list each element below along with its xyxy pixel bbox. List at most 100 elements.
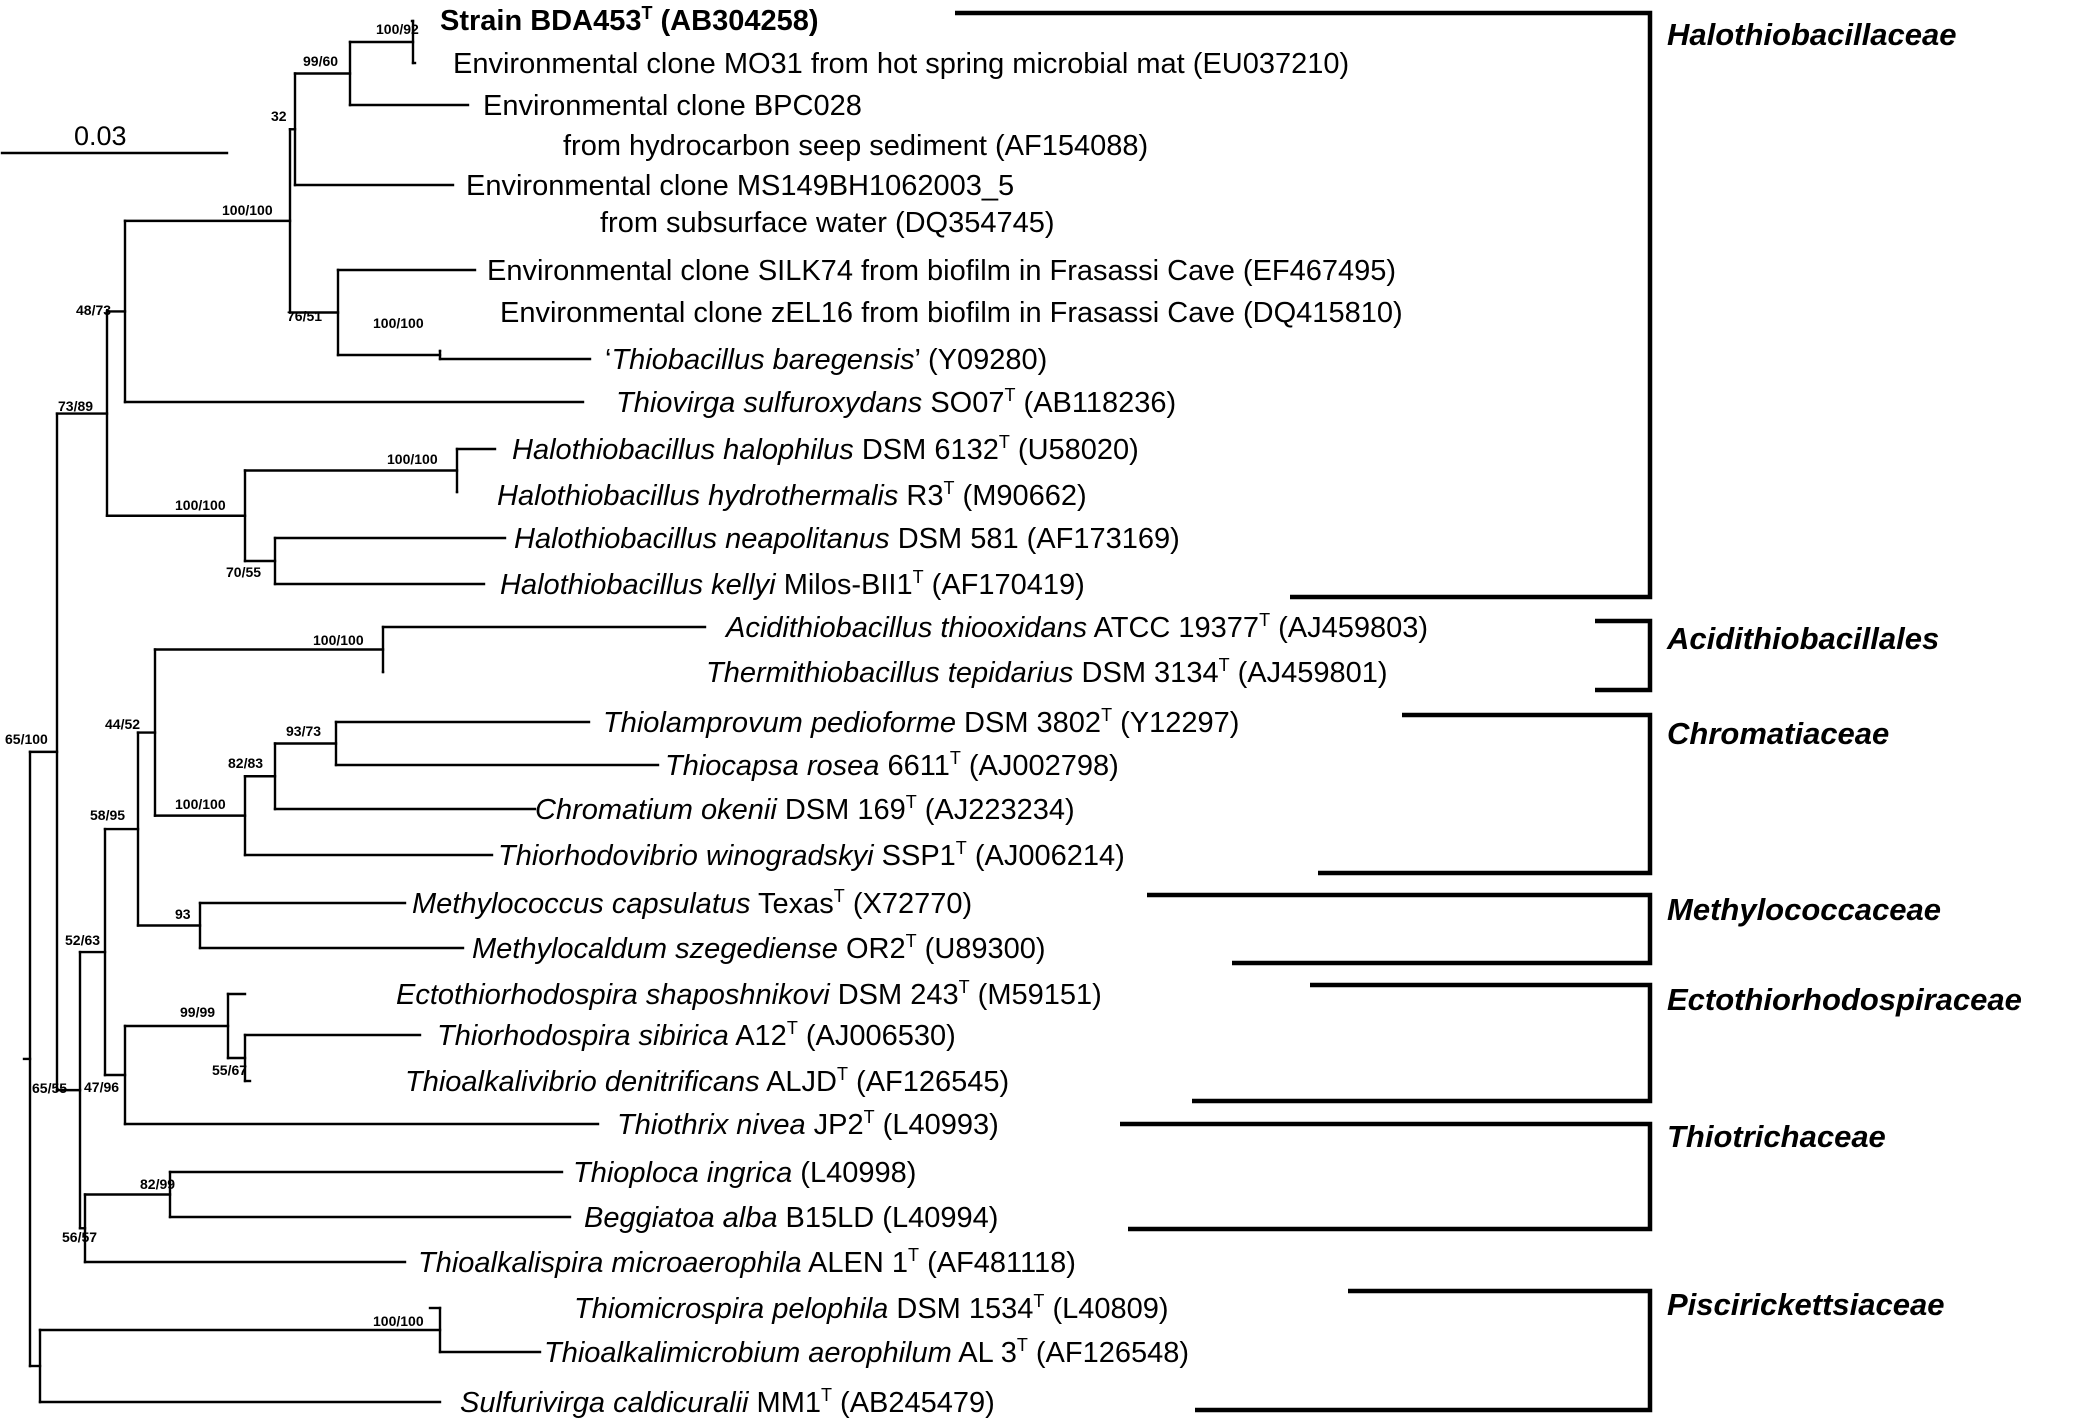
tree-branches (22, 19, 707, 1404)
bracket-methylococcaceae (1147, 892, 1653, 966)
bracket-piscirickettsiaceae (1195, 1288, 1653, 1413)
leaf-label-part: (AJ006530) (798, 1020, 956, 1052)
leaf-label-part: B15LD (L40994) (778, 1202, 999, 1234)
support-value: 56/57 (62, 1229, 97, 1245)
type-strain-marker: T (1259, 610, 1270, 630)
leaf-label-part: Thiocapsa rosea (665, 750, 879, 782)
support-value: 52/63 (65, 932, 100, 948)
leaf-label-part: Environmental clone MO31 from hot spring… (453, 48, 1349, 80)
type-strain-marker: T (821, 1385, 832, 1405)
bracket-acidithiobacillales (1595, 618, 1653, 693)
support-value: 100/100 (222, 202, 273, 218)
leaf-label-part: Thioalkalivibrio denitrificans (405, 1066, 760, 1098)
family-label-piscirickettsiaceae: Piscirickettsiaceae (1667, 1287, 1945, 1322)
leaf-label-part: Sulfurivirga caldicuralii (460, 1387, 750, 1419)
family-label-thiotrichaceae: Thiotrichaceae (1667, 1119, 1886, 1154)
leaf-label-part: (L40809) (1044, 1293, 1168, 1325)
leaf-label-part: Thermithiobacillus tepidarius (706, 657, 1074, 689)
support-value: 47/96 (84, 1079, 119, 1095)
leaf-label-part: Thiolamprovum pedioforme (603, 707, 956, 739)
support-value: 48/73 (76, 302, 111, 318)
leaf-label: from hydrocarbon seep sediment (AF154088… (563, 130, 1148, 162)
leaf-label: Chromatium okenii DSM 169T (AJ223234) (535, 792, 1075, 826)
support-value: 65/55 (32, 1080, 67, 1096)
family-label-methylococcaceae: Methylococcaceae (1667, 892, 1941, 927)
leaf-label-part: OR2 (838, 933, 906, 965)
leaf-label: Thiolamprovum pedioforme DSM 3802T (Y122… (603, 705, 1239, 739)
support-value: 100/92 (376, 21, 419, 37)
leaf-label: Methylococcus capsulatus TexasT (X72770) (412, 886, 972, 920)
leaf-label-part: Environmental clone SILK74 from biofilm … (487, 255, 1396, 287)
scale-bar: 0.03 (0, 121, 229, 155)
leaf-label-part: DSM 169 (777, 794, 906, 826)
leaf-label-part: ‘ (605, 344, 611, 376)
leaf-label-part: (U58020) (1010, 434, 1139, 466)
leaf-label-part: Environmental clone MS149BH1062003_5 (466, 170, 1014, 202)
leaf-label-part: (M90662) (955, 480, 1087, 512)
leaf-label-part: Thiorhodospira sibirica (437, 1020, 729, 1052)
type-strain-marker: T (1219, 655, 1230, 675)
leaf-label-part: DSM 581 (AF173169) (890, 523, 1180, 555)
leaf-label: Thioalkalivibrio denitrificans ALJDT (AF… (405, 1064, 1009, 1098)
leaf-label-part: Halothiobacillus kellyi (500, 569, 777, 601)
type-strain-marker: T (834, 886, 845, 906)
leaf-label: Environmental clone SILK74 from biofilm … (487, 255, 1396, 287)
leaf-label-part: JP2 (806, 1109, 864, 1141)
leaf-label-part: Methylocaldum szegediense (472, 933, 838, 965)
type-strain-marker: T (908, 1245, 919, 1265)
support-value: 58/95 (90, 807, 125, 823)
leaf-label-part: Thioploca ingrica (573, 1157, 792, 1189)
leaf-label: Sulfurivirga caldicuralii MM1T (AB245479… (460, 1385, 995, 1419)
support-value: 99/99 (180, 1004, 215, 1020)
leaf-label: Beggiatoa alba B15LD (L40994) (584, 1202, 998, 1234)
leaf-label-part: Milos-BII1 (776, 569, 913, 601)
family-label-acidithiobacillales: Acidithiobacillales (1666, 621, 1939, 656)
leaf-label-part: (X72770) (845, 888, 972, 920)
leaf-label-part: (AJ459801) (1230, 657, 1388, 689)
leaf-label: Thiorhodovibrio winogradskyi SSP1T (AJ00… (498, 838, 1125, 872)
bracket-chromatiaceae (1318, 712, 1653, 876)
leaf-label-part: (M59151) (970, 979, 1102, 1011)
leaf-label-part: Strain BDA453 (440, 5, 641, 37)
support-value: 100/100 (387, 451, 438, 467)
leaf-label-part: SO07 (922, 387, 1004, 419)
leaf-label: Environmental clone MO31 from hot spring… (453, 48, 1349, 80)
leaf-label-part: ALEN 1 (802, 1247, 908, 1279)
leaf-label: Thiomicrospira pelophila DSM 1534T (L408… (574, 1291, 1169, 1325)
leaf-label-part: Thioalkalimicrobium aerophilum (544, 1337, 952, 1369)
leaf-label-part: Thiomicrospira pelophila (574, 1293, 888, 1325)
support-value: 99/60 (303, 53, 338, 69)
type-strain-marker: T (956, 838, 967, 858)
leaf-label-part: Acidithiobacillus thiooxidans (724, 612, 1087, 644)
support-value: 100/100 (373, 1313, 424, 1329)
leaf-label-part: MM1 (749, 1387, 822, 1419)
leaf-label-part: DSM 3802 (956, 707, 1101, 739)
leaf-label-part: Environmental clone zEL16 from biofilm i… (500, 297, 1403, 329)
leaf-label-part: Texas (751, 888, 834, 920)
bracket-ectothiorhodospiraceae (1192, 982, 1653, 1104)
support-value: 100/100 (373, 315, 424, 331)
leaf-label: Environmental clone BPC028 (483, 90, 862, 122)
leaf-label-part: (AB118236) (1015, 387, 1176, 419)
type-strain-marker: T (1017, 1335, 1028, 1355)
leaf-label-part: (L40998) (792, 1157, 916, 1189)
leaf-label-part: (AJ459803) (1270, 612, 1428, 644)
leaf-label-part: (AF126548) (1028, 1337, 1189, 1369)
leaf-label-part: Thiothrix nivea (617, 1109, 806, 1141)
type-strain-marker: T (999, 432, 1010, 452)
leaf-label: Thioalkalispira microaerophila ALEN 1T (… (418, 1245, 1076, 1279)
family-label-halothiobacillaceae: Halothiobacillaceae (1667, 17, 1956, 52)
leaf-labels: Strain BDA453 T (AB304258) Environmental c… (396, 3, 1428, 1419)
leaf-label-part: Halothiobacillus neapolitanus (514, 523, 890, 555)
leaf-label-part: Methylococcus capsulatus (412, 888, 751, 920)
leaf-label-part: R3 (898, 480, 943, 512)
leaf-label-part: (AB304258) (652, 5, 818, 37)
leaf-label: from subsurface water (DQ354745) (600, 207, 1055, 239)
leaf-label: Thiovirga sulfuroxydans SO07T (AB118236) (616, 385, 1176, 419)
support-value: 55/67 (212, 1062, 247, 1078)
leaf-label-part: DSM 3134 (1074, 657, 1219, 689)
support-value: 44/52 (105, 716, 140, 732)
type-strain-marker: T (1033, 1291, 1044, 1311)
leaf-label: Acidithiobacillus thiooxidans ATCC 19377… (724, 610, 1428, 644)
